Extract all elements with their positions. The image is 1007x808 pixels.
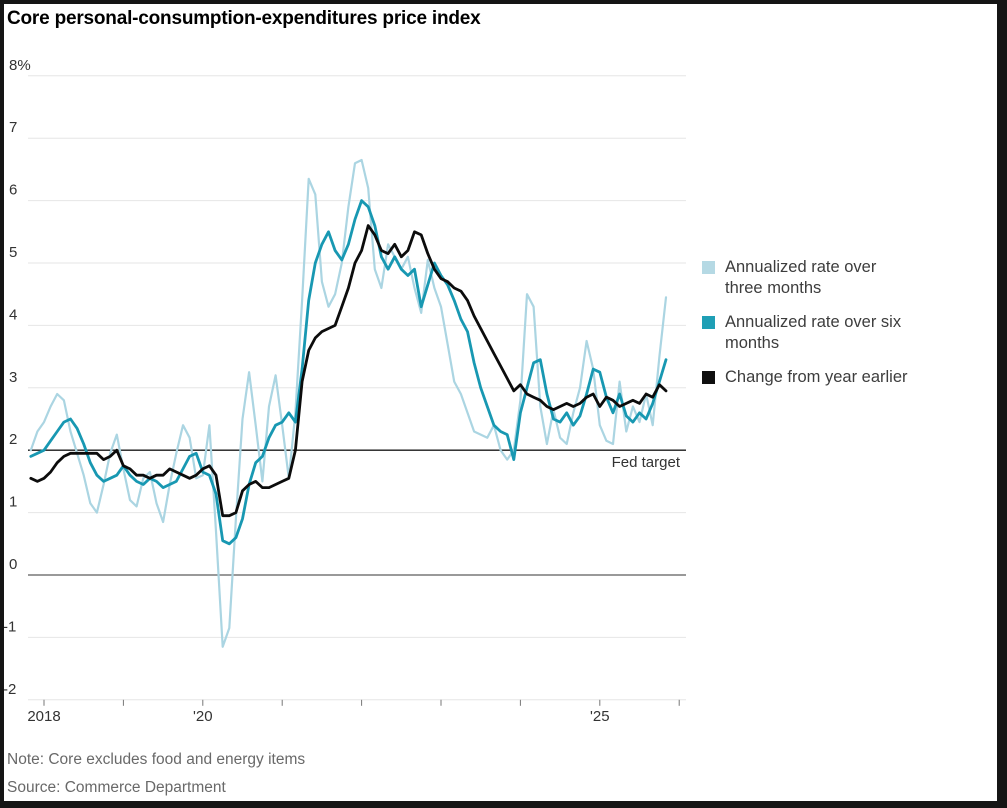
series-line-year_over_year [29,224,668,518]
y-axis-label-0: 0 [9,556,17,573]
frame-border-top [0,0,1007,4]
y-axis-label-8: 8% [9,57,31,74]
legend-item-six-month: Annualized rate over six months [702,312,1000,355]
x-axis-label-2020: '20 [193,708,213,725]
fed-target-label: Fed target [611,454,680,471]
legend-label-three-month: Annualized rate over three months [725,258,877,298]
legend-label-six-month: Annualized rate over six months [725,312,902,353]
y-axis-label-6: 6 [9,182,17,199]
legend-item-three-month: Annualized rate over three months [702,257,1000,300]
y-axis-label--2: -2 [3,681,16,698]
y-axis-label-4: 4 [9,306,17,323]
y-axis-label-3: 3 [9,369,17,386]
y-axis-label-5: 5 [9,244,17,261]
series-line-six_month [29,199,668,546]
chart-source: Source: Commerce Department [7,779,226,796]
x-axis-label-2018: 2018 [27,708,60,725]
frame-border-left [0,0,4,808]
y-axis-label-2: 2 [9,431,17,448]
six-month-swatch-icon [702,315,715,329]
chart-note: Note: Core excludes food and energy item… [7,751,306,768]
yoy-swatch-icon [702,370,715,384]
three-month-swatch-icon [702,261,715,274]
x-axis-label-2025: '25 [590,708,610,725]
chart-legend: Annualized rate over three months Annual… [702,257,1000,400]
frame-border-bottom [0,801,1007,808]
y-axis-label-7: 7 [9,119,17,136]
y-axis-label-1: 1 [9,494,17,511]
y-axis-label--1: -1 [3,618,16,635]
legend-label-yoy: Change from year earlier [725,367,908,386]
frame-border-right [997,0,1007,808]
legend-item-yoy: Change from year earlier [702,367,1000,388]
chart-title: Core personal-consumption-expenditures p… [7,8,481,29]
series-line-three_month [29,158,668,648]
